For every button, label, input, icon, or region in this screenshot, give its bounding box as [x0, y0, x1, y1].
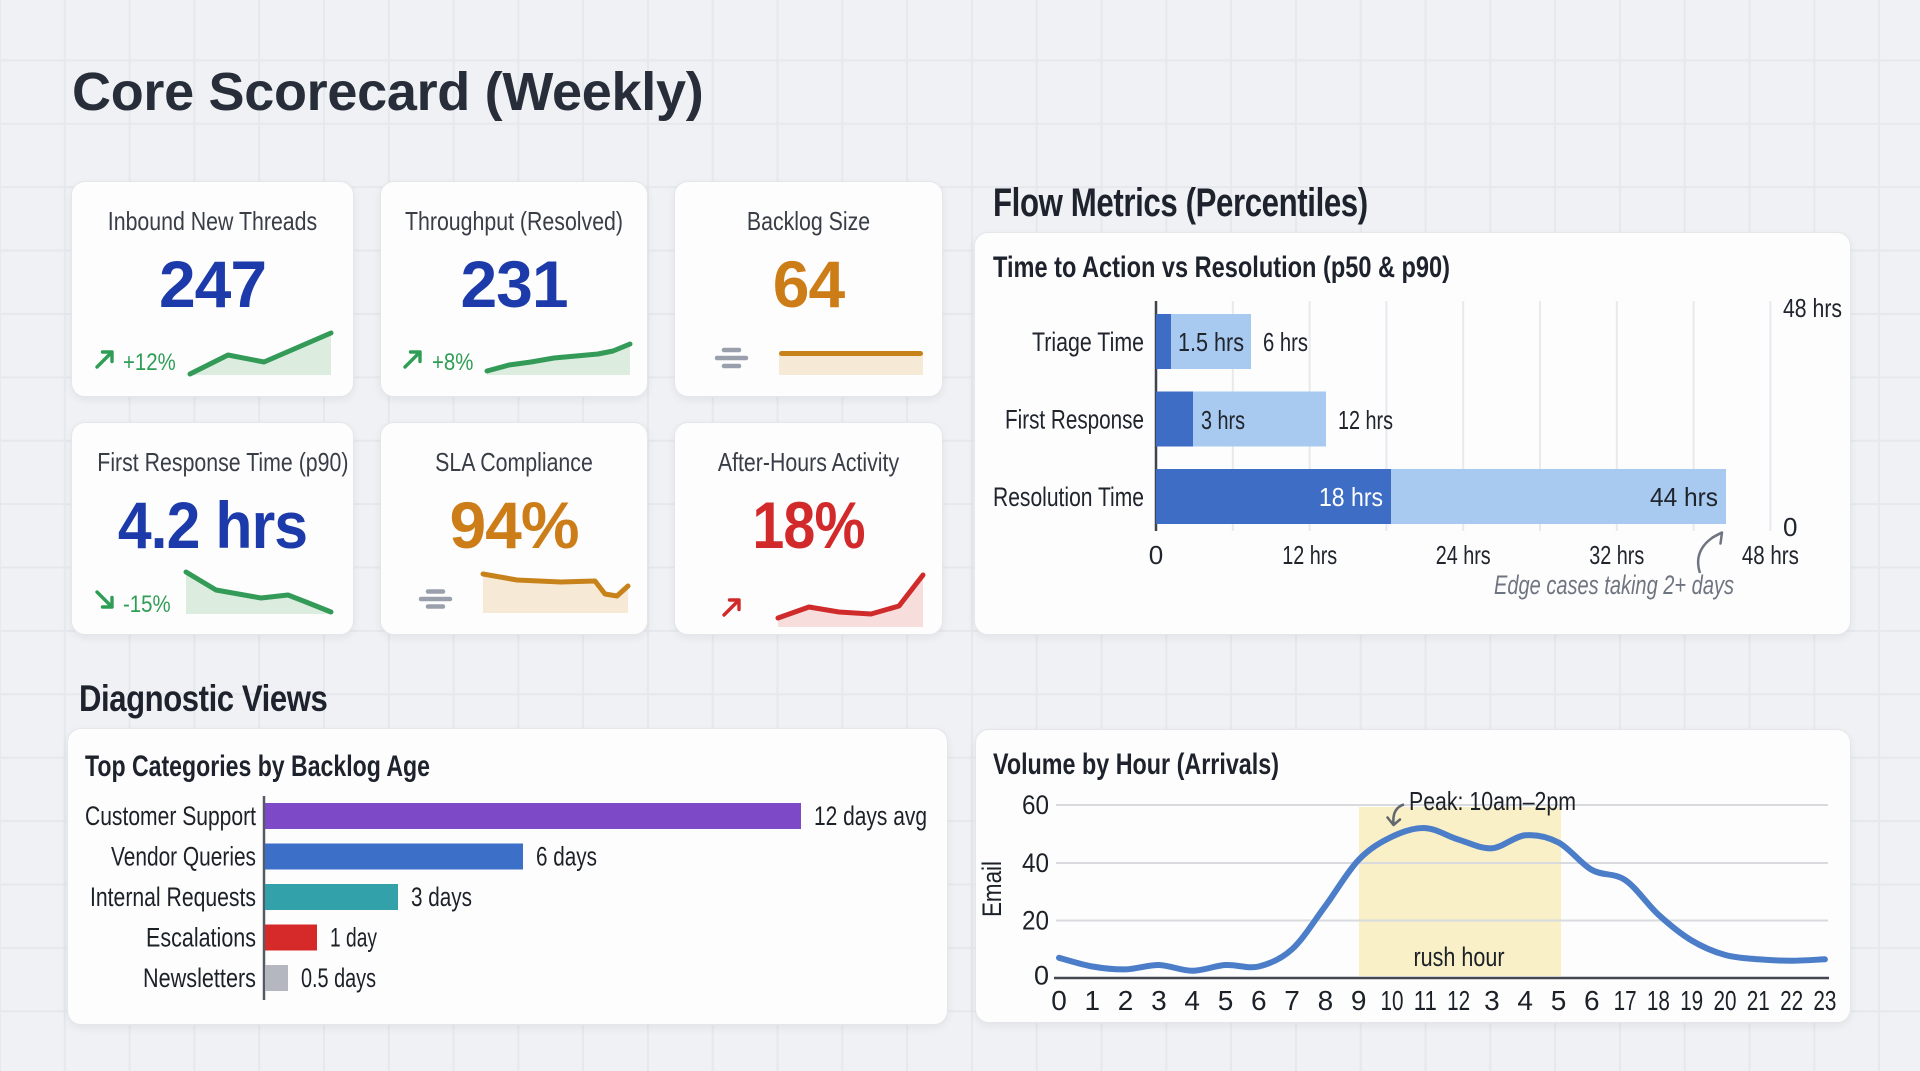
svg-text:4: 4: [1184, 985, 1200, 1016]
svg-text:0: 0: [1034, 961, 1049, 991]
svg-text:Edge cases taking 2+ days: Edge cases taking 2+ days: [1494, 570, 1734, 600]
svg-text:23: 23: [1813, 985, 1836, 1016]
svg-text:3: 3: [1151, 985, 1167, 1016]
svg-text:Newsletters: Newsletters: [143, 963, 256, 993]
svg-text:6: 6: [1584, 985, 1600, 1016]
svg-text:48 hrs: 48 hrs: [1783, 293, 1842, 323]
svg-text:12 hrs: 12 hrs: [1282, 540, 1337, 570]
svg-text:5: 5: [1551, 985, 1567, 1016]
svg-text:Vendor Queries: Vendor Queries: [111, 842, 256, 872]
svg-text:1 day: 1 day: [330, 923, 377, 953]
svg-text:24 hrs: 24 hrs: [1436, 540, 1491, 570]
svg-text:17: 17: [1614, 985, 1637, 1016]
svg-text:6 hrs: 6 hrs: [1263, 327, 1308, 357]
svg-text:22: 22: [1780, 985, 1803, 1016]
svg-text:1.5 hrs: 1.5 hrs: [1178, 327, 1244, 357]
svg-text:48 hrs: 48 hrs: [1742, 540, 1799, 570]
svg-text:12 hrs: 12 hrs: [1338, 405, 1393, 435]
svg-text:Customer Support: Customer Support: [85, 801, 256, 831]
svg-text:9: 9: [1351, 985, 1367, 1016]
svg-text:0: 0: [1051, 985, 1067, 1016]
svg-text:Time to Action vs Resolution (: Time to Action vs Resolution (p50 & p90): [993, 251, 1450, 284]
svg-text:20: 20: [1714, 985, 1737, 1016]
svg-text:0.5 days: 0.5 days: [301, 963, 376, 993]
svg-text:3 days: 3 days: [411, 882, 472, 912]
svg-text:First Response: First Response: [1005, 405, 1144, 435]
svg-text:4: 4: [1517, 985, 1533, 1016]
svg-text:3: 3: [1484, 985, 1500, 1016]
svg-text:Escalations: Escalations: [146, 923, 256, 953]
svg-text:21: 21: [1747, 985, 1770, 1016]
svg-text:6: 6: [1251, 985, 1267, 1016]
svg-text:60: 60: [1022, 790, 1049, 820]
svg-text:Top Categories by Backlog Age: Top Categories by Backlog Age: [85, 750, 430, 783]
svg-text:Resolution Time: Resolution Time: [993, 482, 1144, 512]
svg-text:0: 0: [1149, 540, 1163, 570]
svg-text:6 days: 6 days: [536, 842, 597, 872]
svg-text:5: 5: [1218, 985, 1234, 1016]
svg-text:44 hrs: 44 hrs: [1650, 482, 1718, 512]
svg-text:Volume by Hour (Arrivals): Volume by Hour (Arrivals): [993, 748, 1279, 781]
svg-text:0: 0: [1783, 512, 1797, 542]
svg-text:rush hour: rush hour: [1414, 942, 1505, 972]
svg-text:18: 18: [1647, 985, 1670, 1016]
svg-text:3 hrs: 3 hrs: [1201, 405, 1245, 435]
svg-text:Email: Email: [977, 861, 1007, 917]
svg-text:7: 7: [1284, 985, 1300, 1016]
svg-text:8: 8: [1318, 985, 1334, 1016]
svg-text:10: 10: [1381, 985, 1404, 1016]
svg-text:2: 2: [1118, 985, 1134, 1016]
svg-text:Internal Requests: Internal Requests: [90, 882, 256, 912]
svg-text:1: 1: [1085, 985, 1101, 1016]
svg-text:18 hrs: 18 hrs: [1319, 482, 1383, 512]
svg-text:32 hrs: 32 hrs: [1589, 540, 1644, 570]
svg-text:40: 40: [1022, 848, 1049, 878]
svg-text:12 days avg: 12 days avg: [814, 801, 927, 831]
svg-text:19: 19: [1680, 985, 1703, 1016]
svg-text:Triage Time: Triage Time: [1032, 327, 1144, 357]
svg-text:Peak: 10am–2pm: Peak: 10am–2pm: [1409, 786, 1576, 816]
svg-text:20: 20: [1022, 906, 1049, 936]
svg-text:11: 11: [1414, 985, 1437, 1016]
svg-text:12: 12: [1447, 985, 1470, 1016]
